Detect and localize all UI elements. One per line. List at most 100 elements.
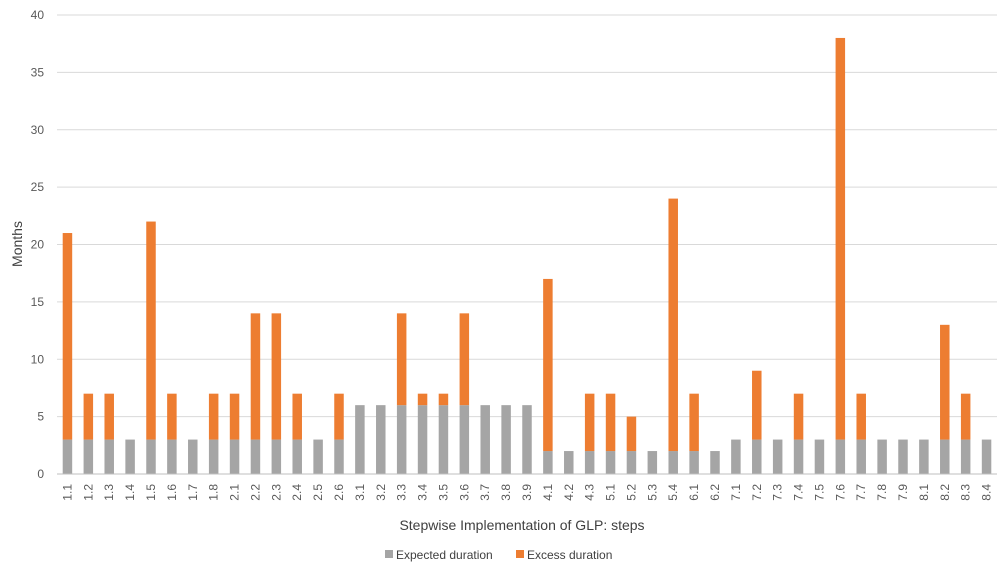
x-tick-label: 1.8 xyxy=(207,484,221,501)
x-tick-label: 7.8 xyxy=(875,484,889,501)
gridlines xyxy=(57,14,997,418)
bar-excess-duration xyxy=(438,393,449,406)
bar-expected-duration xyxy=(83,439,94,474)
bar-expected-duration xyxy=(647,451,658,474)
bar-excess-duration xyxy=(62,233,73,440)
bar-excess-duration xyxy=(960,393,971,440)
x-tick-label: 7.7 xyxy=(854,484,868,501)
bar-excess-duration xyxy=(543,278,553,452)
bar-excess-duration xyxy=(167,393,177,440)
bar-expected-duration xyxy=(605,451,616,474)
bar-expected-duration xyxy=(981,439,992,474)
x-tick-label: 5.4 xyxy=(666,484,680,501)
y-tick-label: 20 xyxy=(31,238,45,252)
x-tick-label: 5.1 xyxy=(604,484,618,501)
bar-excess-duration xyxy=(292,393,302,440)
x-axis-ticks: 1.1 1.2 1.3 1.4 1.5 1.6 1.7 1.8 2.1 2.2 2.3 2.4 2.5 2… xyxy=(60,484,993,501)
bar-excess-duration xyxy=(459,313,470,406)
bar-expected-duration xyxy=(480,405,490,474)
x-tick-label: 1.6 xyxy=(165,484,179,501)
legend: Expected duration Excess duration xyxy=(385,548,612,562)
bar-expected-duration xyxy=(752,439,762,474)
x-tick-label: 3.7 xyxy=(478,484,492,501)
y-tick-label: 35 xyxy=(31,65,45,79)
bar-expected-duration xyxy=(898,439,908,474)
x-tick-label: 2.1 xyxy=(228,484,242,501)
x-tick-label: 7.6 xyxy=(833,484,847,501)
x-tick-label: 3.1 xyxy=(353,484,367,501)
bar-expected-duration xyxy=(208,439,219,474)
bar-expected-duration xyxy=(543,451,553,474)
x-tick-label: 4.3 xyxy=(583,484,597,501)
bar-excess-duration xyxy=(250,313,261,440)
x-tick-label: 7.2 xyxy=(750,484,764,501)
bar-excess-duration xyxy=(752,370,762,440)
bar-excess-duration xyxy=(605,393,616,452)
bar-expected-duration xyxy=(104,439,114,474)
bar-excess-duration xyxy=(835,37,846,440)
bar-excess-duration xyxy=(208,393,219,440)
legend-swatch-expected xyxy=(385,550,393,558)
x-tick-label: 8.1 xyxy=(917,484,931,501)
bar-expected-duration xyxy=(188,439,198,474)
bar-expected-duration xyxy=(772,439,783,474)
x-tick-label: 8.3 xyxy=(959,484,973,501)
bars xyxy=(62,37,992,474)
bar-expected-duration xyxy=(814,439,825,474)
x-tick-label: 1.4 xyxy=(123,484,137,501)
bar-excess-duration xyxy=(83,393,94,440)
bar-expected-duration xyxy=(459,405,470,474)
bar-expected-duration xyxy=(334,439,344,474)
x-tick-label: 7.3 xyxy=(771,484,785,501)
x-tick-label: 3.6 xyxy=(457,484,471,501)
bar-expected-duration xyxy=(960,439,971,474)
y-axis-title: Months xyxy=(9,221,25,267)
bar-expected-duration xyxy=(376,405,386,474)
legend-label-excess: Excess duration xyxy=(527,548,612,562)
x-tick-label: 1.3 xyxy=(102,484,116,501)
legend-swatch-excess xyxy=(516,550,524,558)
bar-expected-duration xyxy=(438,405,449,474)
x-tick-label: 2.3 xyxy=(269,484,283,501)
y-tick-label: 0 xyxy=(37,467,44,481)
x-tick-label: 3.5 xyxy=(436,484,450,501)
x-tick-label: 6.2 xyxy=(708,484,722,501)
y-tick-label: 5 xyxy=(37,410,44,424)
x-tick-label: 1.5 xyxy=(144,484,158,501)
bar-expected-duration xyxy=(125,439,135,474)
x-tick-label: 4.2 xyxy=(562,484,576,501)
bar-expected-duration xyxy=(877,439,887,474)
x-tick-label: 2.2 xyxy=(248,484,262,501)
bar-expected-duration xyxy=(710,451,720,474)
x-tick-label: 1.1 xyxy=(60,484,74,501)
bar-expected-duration xyxy=(584,451,595,474)
bar-excess-duration xyxy=(668,198,678,452)
bar-excess-duration xyxy=(271,313,282,440)
x-tick-label: 3.2 xyxy=(374,484,388,501)
x-tick-label: 3.3 xyxy=(395,484,409,501)
bar-excess-duration xyxy=(689,393,699,452)
bar-excess-duration xyxy=(104,393,114,440)
bar-expected-duration xyxy=(313,439,323,474)
bar-excess-duration xyxy=(334,393,344,440)
bar-expected-duration xyxy=(564,451,574,474)
bar-excess-duration xyxy=(396,313,407,406)
x-tick-label: 2.4 xyxy=(290,484,304,501)
y-tick-label: 25 xyxy=(31,180,45,194)
bar-expected-duration xyxy=(417,405,428,474)
x-tick-label: 2.6 xyxy=(332,484,346,501)
bar-expected-duration xyxy=(689,451,699,474)
bar-expected-duration xyxy=(919,439,929,474)
x-tick-label: 5.3 xyxy=(645,484,659,501)
bar-excess-duration xyxy=(146,221,156,440)
bar-excess-duration xyxy=(229,393,240,440)
x-tick-label: 7.9 xyxy=(896,484,910,501)
x-tick-label: 3.9 xyxy=(520,484,534,501)
x-tick-label: 2.5 xyxy=(311,484,325,501)
bar-excess-duration xyxy=(940,324,950,440)
x-tick-label: 1.2 xyxy=(81,484,95,501)
bar-expected-duration xyxy=(501,405,511,474)
bar-expected-duration xyxy=(626,451,637,474)
x-tick-label: 7.5 xyxy=(812,484,826,501)
x-tick-label: 7.1 xyxy=(729,484,743,501)
